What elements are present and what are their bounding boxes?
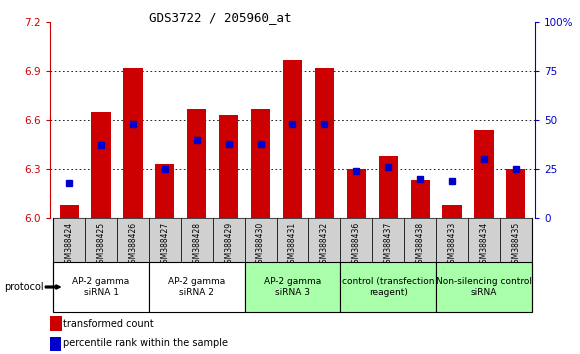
Bar <box>283 59 302 218</box>
Bar <box>436 218 468 262</box>
Text: AP-2 gamma
siRNA 3: AP-2 gamma siRNA 3 <box>264 277 321 297</box>
Bar <box>149 262 245 312</box>
Bar <box>50 337 61 351</box>
Bar <box>468 218 500 262</box>
Text: GSM388427: GSM388427 <box>160 222 169 268</box>
Text: GSM388437: GSM388437 <box>384 222 393 268</box>
Text: GSM388434: GSM388434 <box>480 222 488 268</box>
Bar <box>245 218 277 262</box>
Text: AP-2 gamma
siRNA 2: AP-2 gamma siRNA 2 <box>168 277 226 297</box>
Text: control (transfection
reagent): control (transfection reagent) <box>342 277 434 297</box>
Text: GSM388435: GSM388435 <box>512 222 520 268</box>
Bar <box>372 218 404 262</box>
Bar <box>149 218 181 262</box>
Text: GSM388425: GSM388425 <box>96 222 106 268</box>
Bar <box>340 218 372 262</box>
Bar <box>155 164 175 218</box>
Text: GSM388431: GSM388431 <box>288 222 297 268</box>
Text: GSM388430: GSM388430 <box>256 222 265 268</box>
Bar <box>315 68 334 218</box>
Text: GSM388429: GSM388429 <box>224 222 233 268</box>
Bar <box>60 205 79 218</box>
Bar <box>219 115 238 218</box>
Text: AP-2 gamma
siRNA 1: AP-2 gamma siRNA 1 <box>72 277 130 297</box>
Bar <box>340 262 436 312</box>
Bar <box>251 109 270 218</box>
Text: GSM388426: GSM388426 <box>128 222 137 268</box>
Bar <box>277 218 309 262</box>
Text: GSM388428: GSM388428 <box>193 222 201 268</box>
Bar <box>85 218 117 262</box>
Bar <box>213 218 245 262</box>
Text: Non-silencing control
siRNA: Non-silencing control siRNA <box>436 277 532 297</box>
Bar <box>53 262 149 312</box>
Text: percentile rank within the sample: percentile rank within the sample <box>63 338 228 348</box>
Bar <box>443 205 462 218</box>
Text: GSM388433: GSM388433 <box>448 222 456 268</box>
Bar <box>404 218 436 262</box>
Bar <box>474 130 494 218</box>
Bar <box>379 156 398 218</box>
Text: GSM388436: GSM388436 <box>352 222 361 268</box>
Text: GSM388432: GSM388432 <box>320 222 329 268</box>
Bar <box>181 218 213 262</box>
Bar <box>53 218 85 262</box>
Bar <box>309 218 340 262</box>
Text: transformed count: transformed count <box>63 319 154 329</box>
Bar <box>92 112 111 218</box>
Bar <box>500 218 532 262</box>
Bar <box>117 218 149 262</box>
Bar <box>347 169 366 218</box>
Bar <box>50 316 61 331</box>
Bar <box>187 109 206 218</box>
Bar <box>506 169 525 218</box>
Text: protocol: protocol <box>5 282 44 292</box>
Bar <box>124 68 143 218</box>
Text: GSM388424: GSM388424 <box>64 222 74 268</box>
Text: GDS3722 / 205960_at: GDS3722 / 205960_at <box>149 11 292 24</box>
Bar <box>436 262 532 312</box>
Text: GSM388438: GSM388438 <box>416 222 425 268</box>
Bar <box>411 181 430 218</box>
Bar <box>245 262 340 312</box>
